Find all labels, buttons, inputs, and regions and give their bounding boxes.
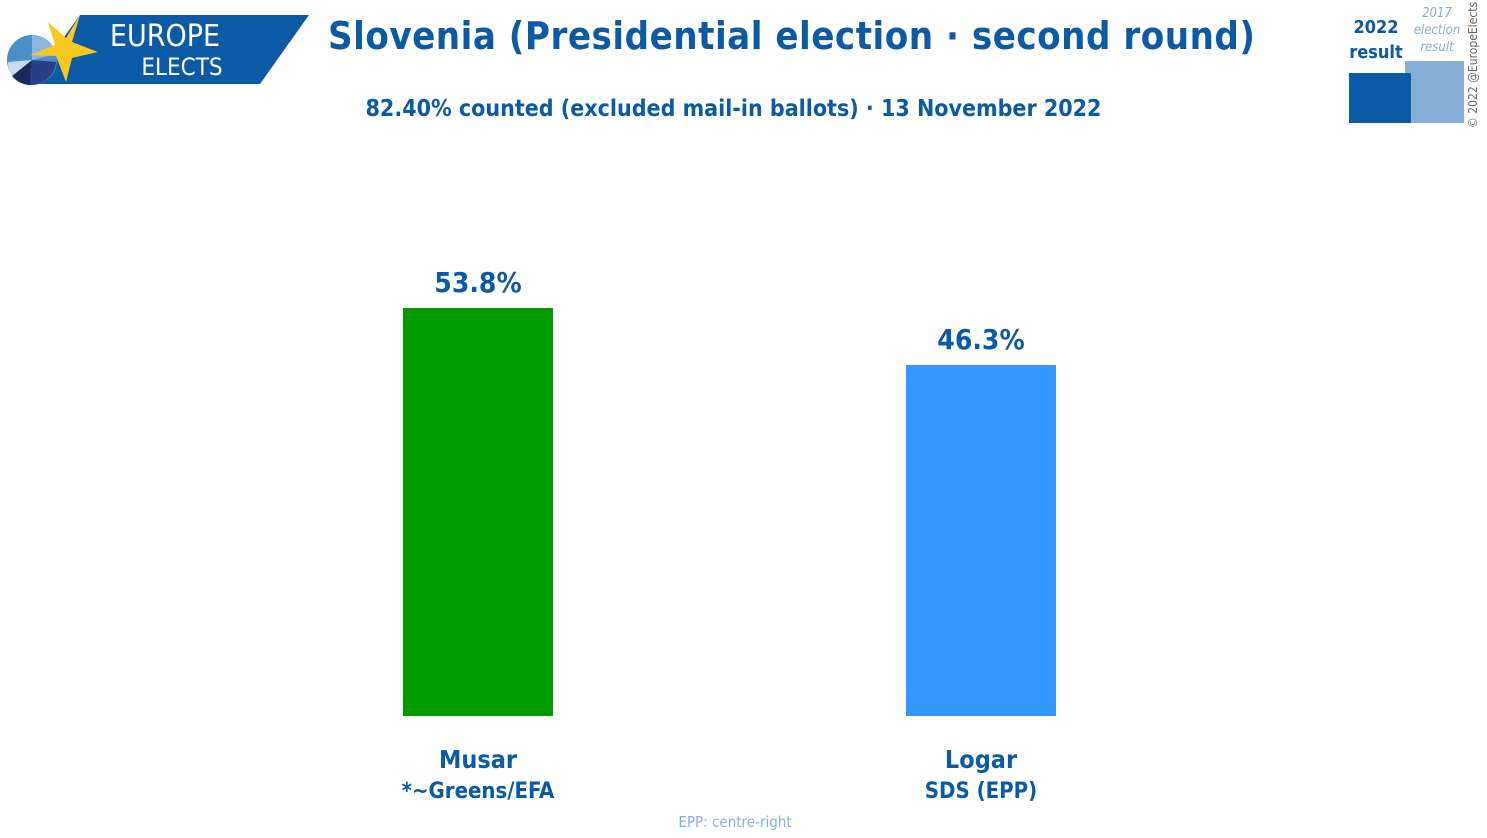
- europe-elects-logo: EUROPE ELECTS: [7, 15, 309, 86]
- logo-text-elects: ELECTS: [141, 53, 222, 81]
- legend-2017-word1: election: [1413, 23, 1461, 38]
- party-label: SDS (EPP): [924, 779, 1038, 804]
- chart-title: Slovenia (Presidential election · second…: [328, 14, 1256, 58]
- legend-2022-year: 2022: [1353, 17, 1399, 38]
- chart-subtitle: 82.40% counted (excluded mail-in ballots…: [365, 96, 1102, 122]
- candidate-label: Musar: [438, 745, 518, 774]
- legend-2022-word: result: [1349, 42, 1403, 63]
- value-label: 53.8%: [434, 266, 522, 300]
- bar-logar: [906, 365, 1056, 716]
- legend-2022-label: 2022 result: [1345, 15, 1407, 65]
- legend-2017-year: 2017: [1422, 6, 1452, 21]
- copyright: © 2022 @EuropeElects: [1466, 1, 1480, 128]
- legend-2017-word2: result: [1420, 40, 1454, 55]
- value-label: 46.3%: [937, 323, 1025, 357]
- legend-2017-swatch: [1405, 61, 1464, 123]
- legend-2017-label: 2017 election result: [1406, 5, 1468, 56]
- bar-musar: [403, 308, 553, 716]
- candidate-label: Logar: [944, 745, 1018, 774]
- party-label: *~Greens/EFA: [401, 779, 555, 804]
- legend-2022-swatch: [1349, 73, 1411, 123]
- logo-text-europe: EUROPE: [110, 19, 220, 54]
- footnote: EPP: centre-right: [678, 813, 792, 831]
